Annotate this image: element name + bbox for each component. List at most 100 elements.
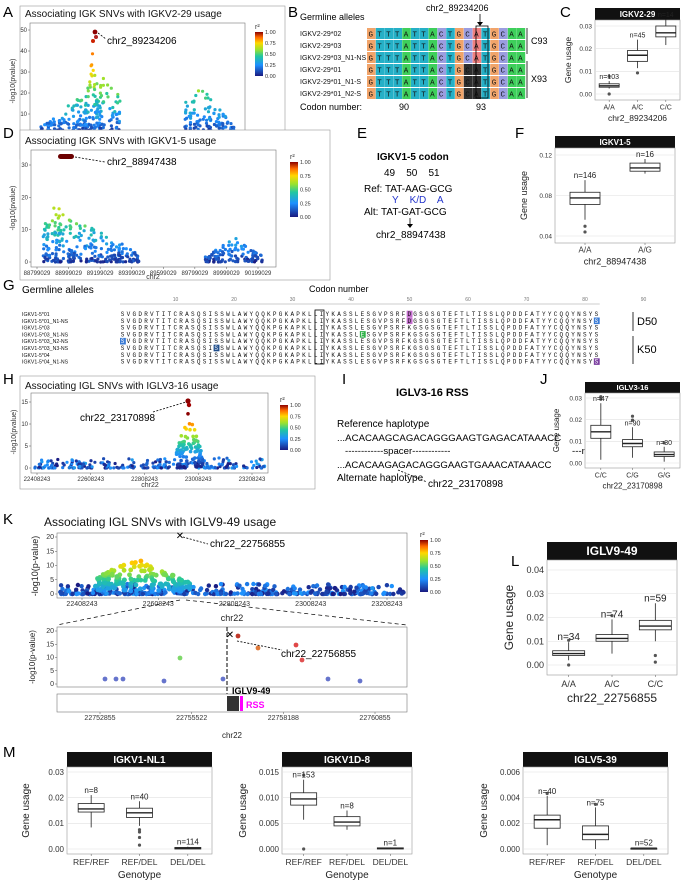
aa-residue: Q	[560, 345, 564, 352]
snp-point	[72, 466, 77, 470]
seq-base: A	[474, 68, 479, 76]
aa-residue: E	[448, 331, 452, 338]
seq-cell	[367, 40, 376, 51]
aa-residue: T	[443, 318, 447, 325]
aa-residue: Q	[501, 311, 505, 318]
snp-point	[206, 255, 211, 259]
snp-point	[198, 444, 202, 449]
snp-point	[47, 247, 51, 251]
aa-residue: S	[489, 331, 493, 338]
aa-residue: K	[302, 311, 306, 318]
snp-point	[93, 249, 97, 253]
x-tick-label: 22760855	[359, 715, 390, 722]
seq-base: A	[430, 44, 435, 52]
panel-i-spacer: ------------spacer------------	[345, 446, 450, 457]
aa-residue: F	[524, 338, 528, 345]
panel-c: IGKV2-290.000.010.020.03n=103A/An=45A/Cn…	[563, 8, 681, 123]
snp-point	[258, 457, 262, 461]
aa-residue: S	[343, 311, 347, 318]
snp-point	[101, 100, 106, 104]
aa-residue: A	[530, 311, 534, 318]
snp-point	[240, 590, 246, 595]
snp-point	[44, 252, 48, 256]
aa-residue: S	[349, 331, 353, 338]
aa-residue: R	[144, 325, 148, 332]
snp-point	[218, 591, 224, 596]
count-label: n=1	[384, 838, 398, 847]
aa-residue: S	[595, 311, 599, 318]
aa-residue: G	[133, 318, 137, 325]
aa-residue: A	[290, 352, 294, 359]
snp-point	[266, 591, 271, 596]
seq-cell	[402, 88, 411, 99]
aa-residue: Y	[326, 352, 330, 359]
snp-point	[121, 247, 125, 251]
snp-point	[388, 591, 393, 597]
snp-point	[66, 104, 70, 108]
snp-point	[194, 434, 199, 439]
seq-cell	[375, 52, 385, 63]
aa-residue: A	[530, 352, 534, 359]
snp-point	[67, 218, 71, 222]
aa-residue: G	[372, 359, 376, 366]
aa-residue: Q	[255, 345, 259, 352]
aa-residue: S	[489, 318, 493, 325]
legend-tick: 0.50	[290, 426, 301, 432]
snp-point	[122, 591, 128, 596]
aa-residue: S	[419, 359, 423, 366]
aa-residue: A	[185, 318, 189, 325]
panel-b-codon-90: 90	[399, 102, 409, 112]
snp-point	[239, 244, 243, 248]
snp-point	[401, 590, 406, 595]
snp-point	[66, 589, 71, 594]
panel-k-gene-box	[227, 696, 239, 711]
aa-residue: F	[402, 338, 406, 345]
snp-point	[56, 457, 60, 462]
seq-base: G	[492, 56, 497, 64]
seq-base: C	[465, 44, 470, 52]
snp-point	[198, 451, 202, 455]
snp-point	[92, 228, 96, 232]
snp-point	[109, 244, 113, 248]
aa-residue: S	[214, 331, 218, 338]
aa-residue: Q	[565, 345, 569, 352]
y-tick-label: 0.006	[500, 768, 521, 777]
seq-base: A	[509, 92, 514, 100]
aa-residue: N	[577, 331, 581, 338]
aa-residue: Q	[501, 359, 505, 366]
snp-point	[245, 591, 250, 597]
seq-base: T	[395, 32, 400, 40]
aa-residue: Y	[326, 318, 330, 325]
aa-residue: T	[460, 345, 464, 352]
aa-residue: G	[437, 352, 441, 359]
aa-residue: R	[396, 359, 400, 366]
seq-cell	[437, 64, 446, 75]
snp-point	[232, 125, 236, 129]
aa-residue: T	[168, 311, 172, 318]
snp-point	[67, 122, 71, 126]
panel-h-callout: chr22_23170898	[80, 413, 156, 424]
snp-point	[226, 462, 230, 466]
aa-residue: L	[355, 331, 359, 338]
count-label: n=59	[644, 593, 667, 604]
aa-residue: L	[495, 359, 499, 366]
aa-residue: I	[209, 338, 213, 345]
allele-name: IGKV2-29*01_N1-S	[300, 79, 361, 86]
aa-residue: W	[244, 325, 248, 332]
snp-point	[98, 117, 102, 121]
aa-residue: Y	[548, 345, 552, 352]
aa-residue: T	[472, 311, 476, 318]
aa-residue: T	[536, 359, 540, 366]
aa-residue: P	[507, 359, 511, 366]
snp-point	[96, 124, 100, 128]
panel-label-c: C	[560, 4, 571, 21]
aa-residue: S	[367, 331, 371, 338]
aa-residue: A	[238, 331, 242, 338]
seq-cell	[393, 52, 402, 63]
aa-residue: L	[308, 345, 312, 352]
snp-point	[205, 260, 209, 264]
snp-point	[103, 463, 108, 467]
seq-cell	[437, 28, 446, 39]
aa-residue: S	[121, 352, 125, 359]
